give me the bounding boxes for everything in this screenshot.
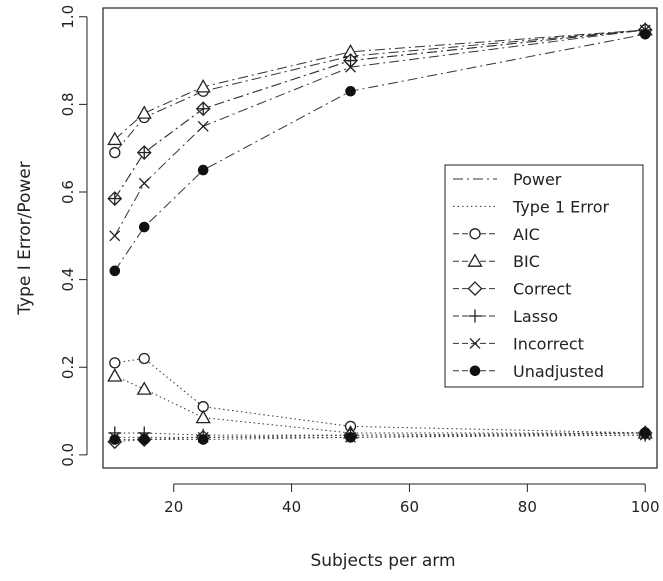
data-point <box>138 177 150 189</box>
data-point <box>138 221 150 233</box>
data-point <box>109 357 121 369</box>
legend-item: Unadjusted <box>453 362 604 381</box>
y-tick-label: 0.8 <box>59 92 77 116</box>
series-unadjusted-power <box>109 28 651 277</box>
legend-item: Lasso <box>453 307 558 326</box>
data-point <box>136 381 152 395</box>
data-point <box>136 105 152 119</box>
data-point <box>197 434 209 445</box>
legend-item: BIC <box>453 252 540 271</box>
series-line <box>114 434 646 438</box>
legend-label: BIC <box>513 252 540 271</box>
data-point <box>197 120 209 132</box>
data-point <box>639 427 651 439</box>
series-correct-type-1-error <box>107 425 653 450</box>
series-line <box>114 29 646 140</box>
data-point <box>195 409 211 424</box>
legend-item: Power <box>453 170 562 189</box>
y-tick-label: 0.4 <box>59 268 77 292</box>
legend-marker <box>467 281 483 297</box>
legend-label: Unadjusted <box>513 362 604 381</box>
series-line <box>114 432 646 443</box>
data-point <box>109 230 121 242</box>
data-point <box>195 79 211 93</box>
series-incorrect-type-1-error <box>109 429 651 443</box>
data-point <box>107 368 123 382</box>
data-point <box>137 146 151 160</box>
y-axis: 0.0 0.2 0.4 0.6 0.8 1.0 <box>59 5 88 467</box>
legend: Power Type 1 Error AIC BIC Correct Lasso Incor… <box>444 164 644 388</box>
legend-marker <box>468 309 482 323</box>
data-point <box>109 146 121 159</box>
x-tick-label: 100 <box>631 498 660 516</box>
series-line <box>114 29 646 153</box>
x-axis: 20 40 60 80 100 <box>164 483 660 516</box>
legend-label: Correct <box>513 280 571 299</box>
data-point <box>108 192 122 206</box>
data-point <box>197 164 209 176</box>
data-point <box>109 434 121 445</box>
series-unadjusted-type-1-error <box>109 427 651 445</box>
legend-item: Type 1 Error <box>453 197 610 216</box>
legend-item: Correct <box>453 280 571 299</box>
x-axis-label: Subjects per arm <box>310 551 455 571</box>
legend-marker <box>467 253 483 267</box>
legend-label: Incorrect <box>513 334 584 353</box>
series-bic-power <box>107 22 653 146</box>
series-line <box>114 432 646 441</box>
x-tick-label: 40 <box>282 498 301 516</box>
y-tick-label: 0.6 <box>59 180 77 204</box>
data-point <box>138 434 150 445</box>
legend-marker <box>469 228 481 240</box>
data-point <box>345 432 356 443</box>
data-point <box>109 265 121 277</box>
legend-box <box>444 164 644 388</box>
y-tick-label: 0.2 <box>59 355 77 379</box>
plot-frame <box>102 7 658 469</box>
legend-marker <box>469 365 481 377</box>
y-axis-label: Type I Error/Power <box>15 161 35 315</box>
legend-label: Lasso <box>513 307 558 326</box>
data-point <box>196 102 210 116</box>
data-point <box>639 28 651 40</box>
legend-item: AIC <box>453 225 540 244</box>
legend-marker <box>469 337 481 349</box>
legend-label: Type 1 Error <box>512 197 610 216</box>
series-layer <box>107 22 653 450</box>
y-tick-label: 0.0 <box>59 443 77 467</box>
legend-item: Incorrect <box>453 334 584 353</box>
x-tick-label: 60 <box>400 498 419 516</box>
series-line <box>114 432 646 436</box>
x-tick-label: 80 <box>518 498 537 516</box>
legend-label: AIC <box>513 225 540 244</box>
y-tick-label: 1.0 <box>59 5 77 29</box>
data-point <box>138 352 150 365</box>
data-point <box>345 61 356 73</box>
legend-label: Power <box>513 170 562 189</box>
data-point <box>107 131 123 146</box>
data-point <box>344 54 358 68</box>
data-point <box>345 85 356 97</box>
x-tick-label: 20 <box>164 498 183 516</box>
